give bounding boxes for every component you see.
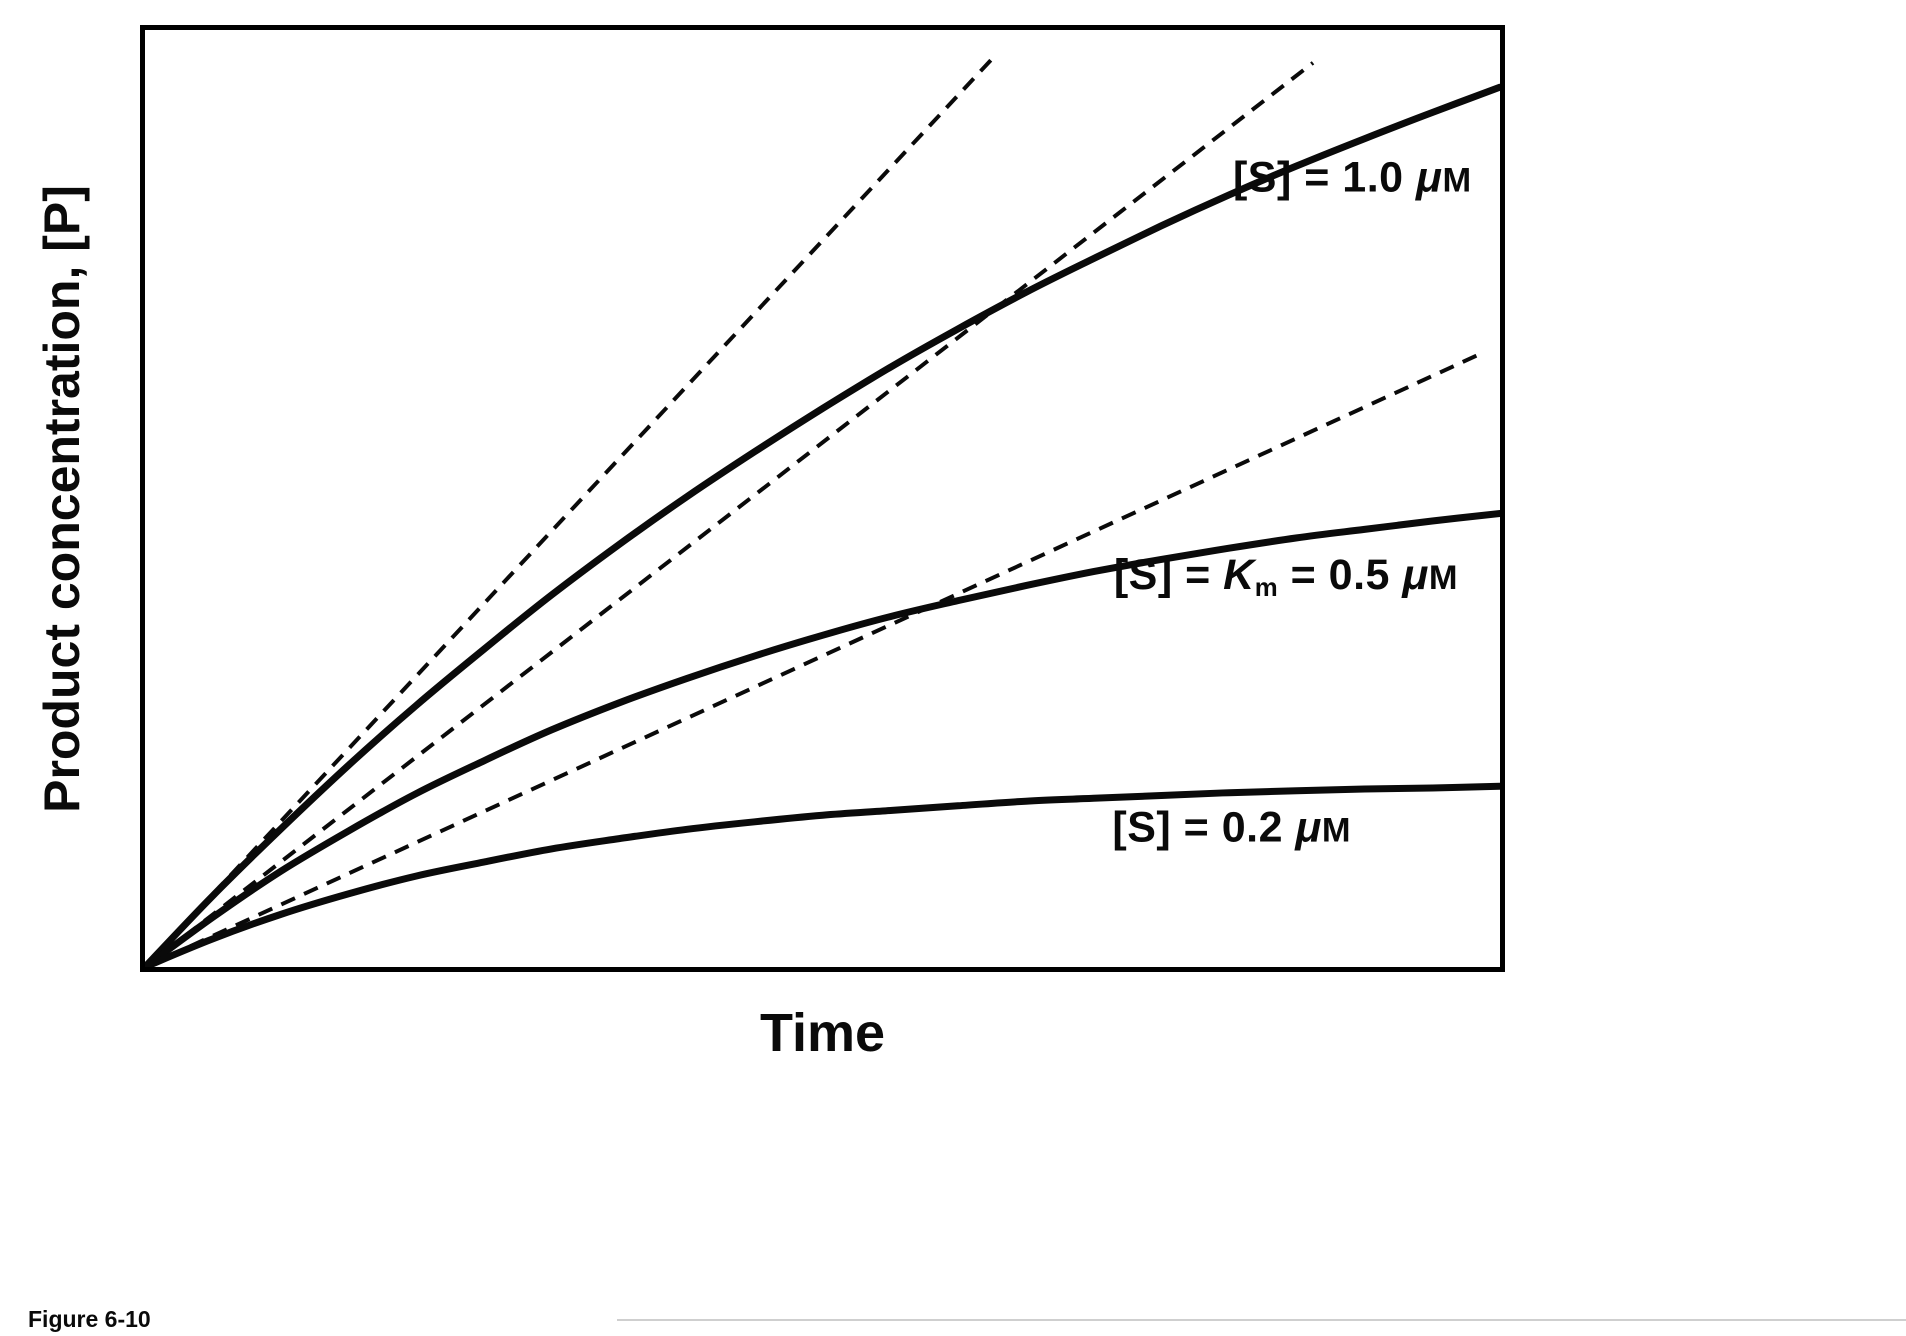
initial-rate-tangent-1 <box>145 57 994 967</box>
initial-rate-tangent-3 <box>145 352 1481 967</box>
y-axis-label: Product concentration, [P] <box>34 185 90 813</box>
footer-rule <box>617 1319 1906 1321</box>
x-axis-label: Time <box>759 1003 886 1063</box>
series-curve-3 <box>145 782 1500 967</box>
chart-svg <box>145 57 1500 967</box>
figure-caption: Figure 6-10 <box>28 1306 151 1332</box>
initial-rate-tangent-2 <box>145 61 1315 967</box>
series-curve-2 <box>145 510 1500 967</box>
plot-area: [S] = 1.0 μM [S] = Km = 0.5 μM [S] = 0.2 μ… <box>140 25 1505 972</box>
series-curve-1 <box>145 83 1500 967</box>
